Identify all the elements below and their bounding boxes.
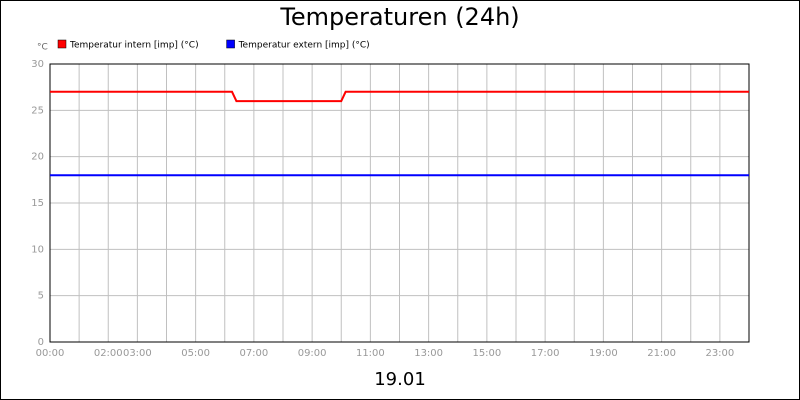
x-tick-label: 11:00	[356, 348, 385, 359]
x-tick-label: 23:00	[705, 348, 734, 359]
x-tick-label: 03:00	[123, 348, 152, 359]
y-tick-label: 15	[31, 198, 44, 209]
x-tick-label: 09:00	[298, 348, 327, 359]
x-tick-label: 00:00	[36, 348, 65, 359]
x-tick-label: 07:00	[239, 348, 268, 359]
y-tick-label: 5	[38, 291, 44, 302]
y-tick-label: 10	[31, 244, 44, 255]
legend-swatch	[226, 39, 235, 49]
y-tick-label: 20	[31, 152, 44, 163]
legend-label: Temperatur extern [imp] (°C)	[238, 41, 370, 51]
chart-title: Temperaturen (24h)	[279, 3, 519, 31]
y-tick-label: 25	[31, 105, 44, 116]
legend-swatch	[57, 39, 67, 49]
x-tick-label: 02:00	[94, 348, 123, 359]
plot-border	[49, 63, 750, 343]
x-tick-label: 15:00	[472, 348, 501, 359]
x-tick-label: 13:00	[414, 348, 443, 359]
x-tick-label: 21:00	[647, 348, 676, 359]
y-tick-label: 30	[31, 59, 44, 70]
y-tick-label: 0	[38, 337, 44, 348]
legend-label: Temperatur intern [imp] (°C)	[69, 41, 199, 51]
y-axis-label: °C	[37, 43, 48, 53]
x-tick-label: 19:00	[589, 348, 618, 359]
line	[50, 90, 749, 103]
x-axis-label: 19.01	[374, 369, 426, 390]
x-tick-label: 17:00	[531, 348, 560, 359]
x-tick-label: 05:00	[181, 348, 210, 359]
